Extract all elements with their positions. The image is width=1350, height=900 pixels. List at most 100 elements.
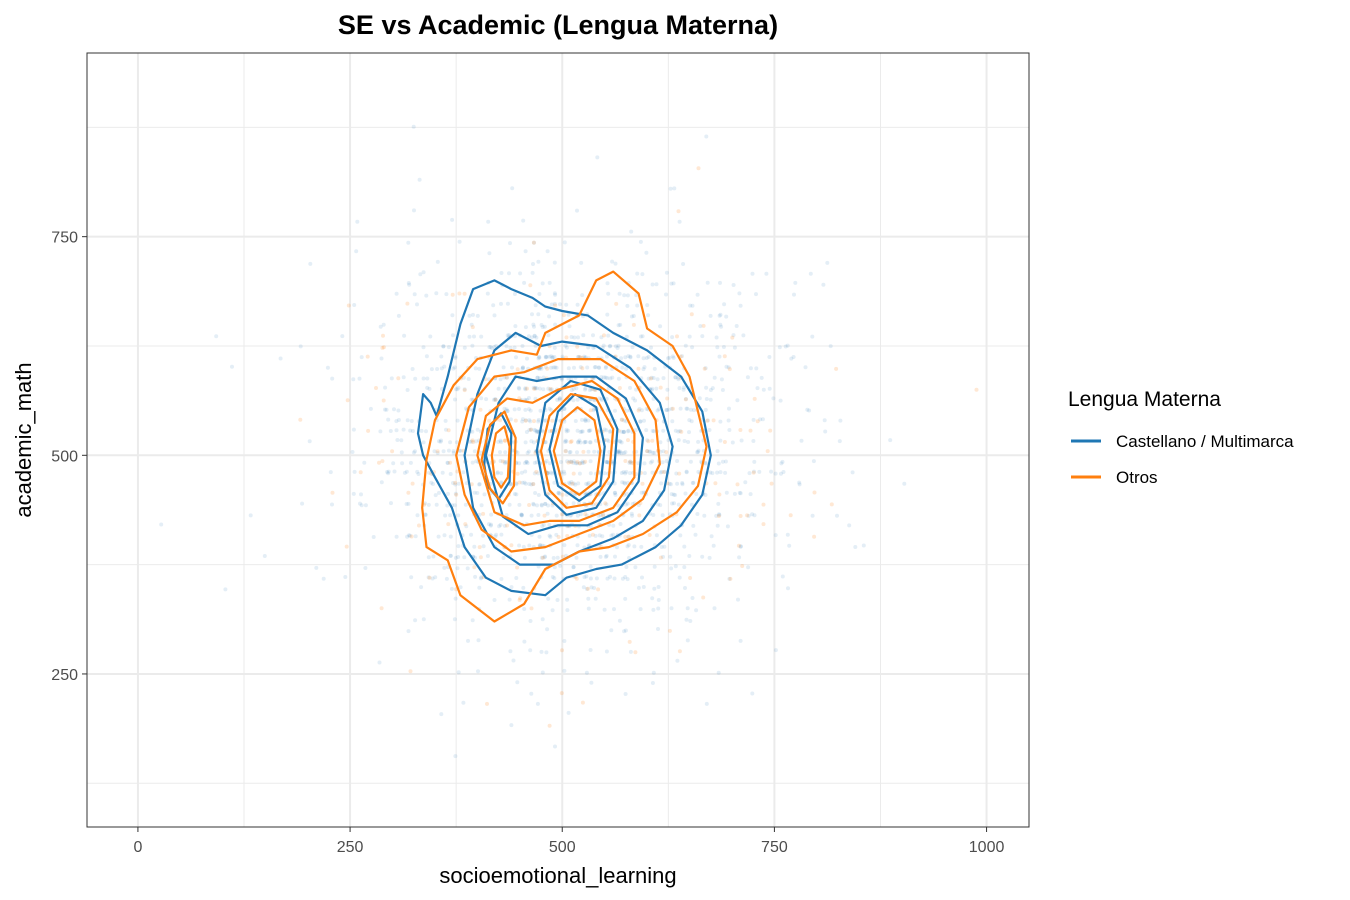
data-point — [507, 271, 511, 276]
data-point — [712, 606, 717, 611]
data-point — [563, 343, 568, 348]
data-point — [695, 512, 700, 516]
data-point — [656, 585, 661, 589]
data-point — [407, 533, 411, 538]
data-point — [603, 501, 608, 506]
data-point — [523, 249, 528, 254]
data-point — [623, 534, 628, 539]
data-point — [262, 554, 267, 558]
data-point — [600, 398, 604, 403]
data-point — [421, 376, 426, 381]
data-point — [556, 491, 561, 495]
data-point — [764, 271, 769, 276]
data-point — [592, 449, 597, 454]
data-point — [469, 439, 474, 444]
data-point — [450, 217, 455, 222]
data-point — [573, 419, 578, 423]
data-point — [617, 291, 622, 296]
data-point — [700, 334, 705, 339]
data-point — [529, 691, 534, 696]
data-point — [540, 670, 545, 675]
data-point — [629, 314, 634, 319]
y-tick-label: 250 — [51, 667, 78, 684]
data-point — [455, 566, 460, 571]
data-point — [678, 429, 683, 433]
data-point — [604, 553, 609, 558]
data-point — [648, 376, 653, 381]
data-point — [446, 345, 451, 350]
data-point — [861, 543, 866, 548]
data-point — [539, 323, 544, 327]
data-point — [477, 482, 482, 487]
data-point — [780, 574, 785, 579]
data-point — [377, 660, 382, 665]
data-point — [579, 260, 584, 265]
data-point — [681, 387, 686, 392]
data-point — [543, 440, 548, 445]
data-point — [572, 365, 576, 370]
data-point — [536, 356, 541, 361]
data-point — [502, 386, 507, 391]
legend: Lengua Materna Castellano / Multimarca Ot… — [1068, 388, 1294, 487]
data-point — [345, 398, 350, 403]
data-point — [499, 301, 503, 306]
data-point — [618, 522, 623, 526]
data-point — [536, 471, 541, 476]
data-point — [769, 469, 774, 474]
data-point — [823, 429, 828, 434]
data-point — [448, 553, 453, 558]
data-point — [660, 513, 665, 518]
data-point — [321, 576, 326, 581]
data-point — [720, 459, 725, 464]
data-point — [611, 532, 616, 537]
data-point — [427, 575, 432, 580]
data-point — [622, 293, 627, 298]
data-point — [538, 408, 543, 413]
data-point — [724, 364, 729, 369]
data-point — [751, 439, 756, 443]
data-point — [416, 472, 421, 476]
data-point — [741, 333, 746, 338]
data-point — [626, 534, 631, 539]
data-point — [601, 343, 606, 348]
data-point — [687, 418, 692, 423]
data-point — [504, 375, 509, 380]
data-point — [673, 375, 678, 380]
data-point — [605, 312, 610, 317]
data-point — [523, 407, 528, 412]
data-point — [757, 469, 762, 474]
data-point — [580, 366, 585, 371]
data-point — [745, 375, 750, 380]
data-point — [748, 428, 753, 433]
data-point — [465, 566, 470, 571]
data-point — [773, 648, 778, 653]
data-point — [634, 387, 639, 392]
data-point — [669, 492, 674, 497]
data-point — [680, 482, 685, 487]
data-point — [532, 240, 536, 245]
data-point — [727, 406, 731, 411]
data-point — [565, 459, 570, 464]
data-point — [535, 375, 540, 380]
data-point — [622, 480, 627, 485]
data-point — [520, 365, 525, 370]
data-point — [687, 334, 692, 339]
density-contour — [476, 379, 636, 527]
data-point — [582, 575, 587, 580]
data-point — [829, 502, 834, 507]
data-point — [443, 513, 448, 518]
data-point — [395, 438, 400, 442]
data-point — [787, 543, 792, 548]
data-point — [718, 419, 723, 424]
data-point — [583, 387, 587, 392]
data-point — [644, 250, 649, 255]
data-point — [639, 544, 644, 549]
data-point — [523, 418, 528, 423]
data-point — [716, 501, 721, 506]
data-point — [566, 428, 571, 433]
data-point — [658, 555, 663, 560]
data-point — [493, 397, 498, 401]
data-point — [646, 313, 651, 318]
data-point — [583, 418, 588, 423]
data-point — [703, 407, 708, 412]
